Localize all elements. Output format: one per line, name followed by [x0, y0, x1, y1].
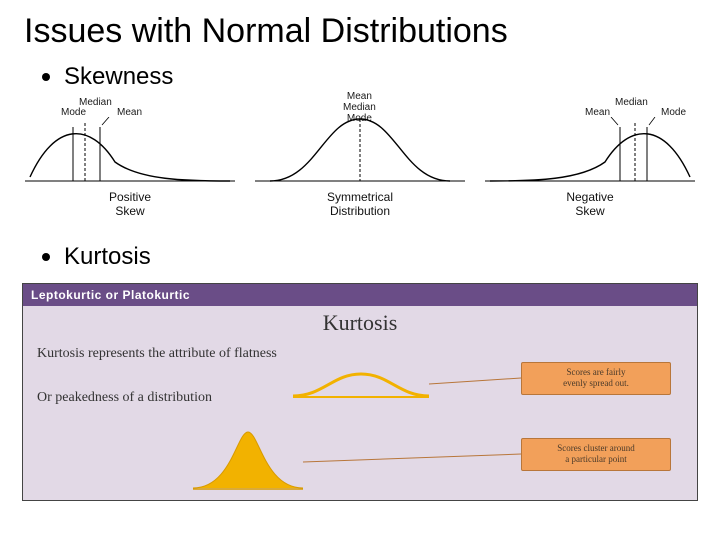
kurtosis-header-bar: Leptokurtic or Platokurtic	[23, 284, 697, 306]
caption-symmetrical: Symmetrical Distribution	[327, 191, 393, 219]
connector-lines	[23, 306, 699, 502]
curve-positive: Mode Median Mean	[25, 99, 235, 189]
cap-l1: Negative	[566, 190, 613, 204]
panel-positive-skew: Mode Median Mean Positive Skew	[20, 99, 240, 219]
panel-negative-skew: Mean Median Mode Negative Skew	[480, 99, 700, 219]
bullet-text: Kurtosis	[64, 243, 151, 271]
label-median: Median	[615, 97, 648, 108]
bullet-skewness: Skewness	[0, 59, 720, 95]
cap-l1: Symmetrical	[327, 190, 393, 204]
curve-symmetrical: Mean Median Mode	[255, 99, 465, 189]
label-median: Median	[343, 102, 376, 113]
kurtosis-body: Kurtosis Kurtosis represents the attribu…	[23, 306, 697, 502]
cap-l2: Skew	[115, 204, 144, 218]
panel-symmetrical: Mean Median Mode Symmetrical Distributio…	[250, 99, 470, 219]
cap-l1: Positive	[109, 190, 151, 204]
negative-skew-svg	[485, 117, 695, 187]
symmetrical-svg	[255, 117, 465, 187]
bullet-dot-icon	[42, 253, 50, 261]
cap-l2: Skew	[575, 204, 604, 218]
slide-title: Issues with Normal Distributions	[0, 0, 720, 59]
curve-negative: Mean Median Mode	[485, 99, 695, 189]
cap-l2: Distribution	[330, 204, 390, 218]
bullet-kurtosis: Kurtosis	[0, 239, 720, 275]
bullet-text: Skewness	[64, 63, 173, 91]
label-median: Median	[79, 97, 112, 108]
caption-negative: Negative Skew	[566, 191, 613, 219]
label-mean: Mean	[347, 91, 372, 102]
positive-skew-svg	[25, 117, 235, 187]
bullet-dot-icon	[42, 73, 50, 81]
skewness-figure: Mode Median Mean Positive Skew Mean Medi…	[0, 95, 720, 235]
kurtosis-figure: Leptokurtic or Platokurtic Kurtosis Kurt…	[22, 283, 698, 501]
caption-positive: Positive Skew	[109, 191, 151, 219]
